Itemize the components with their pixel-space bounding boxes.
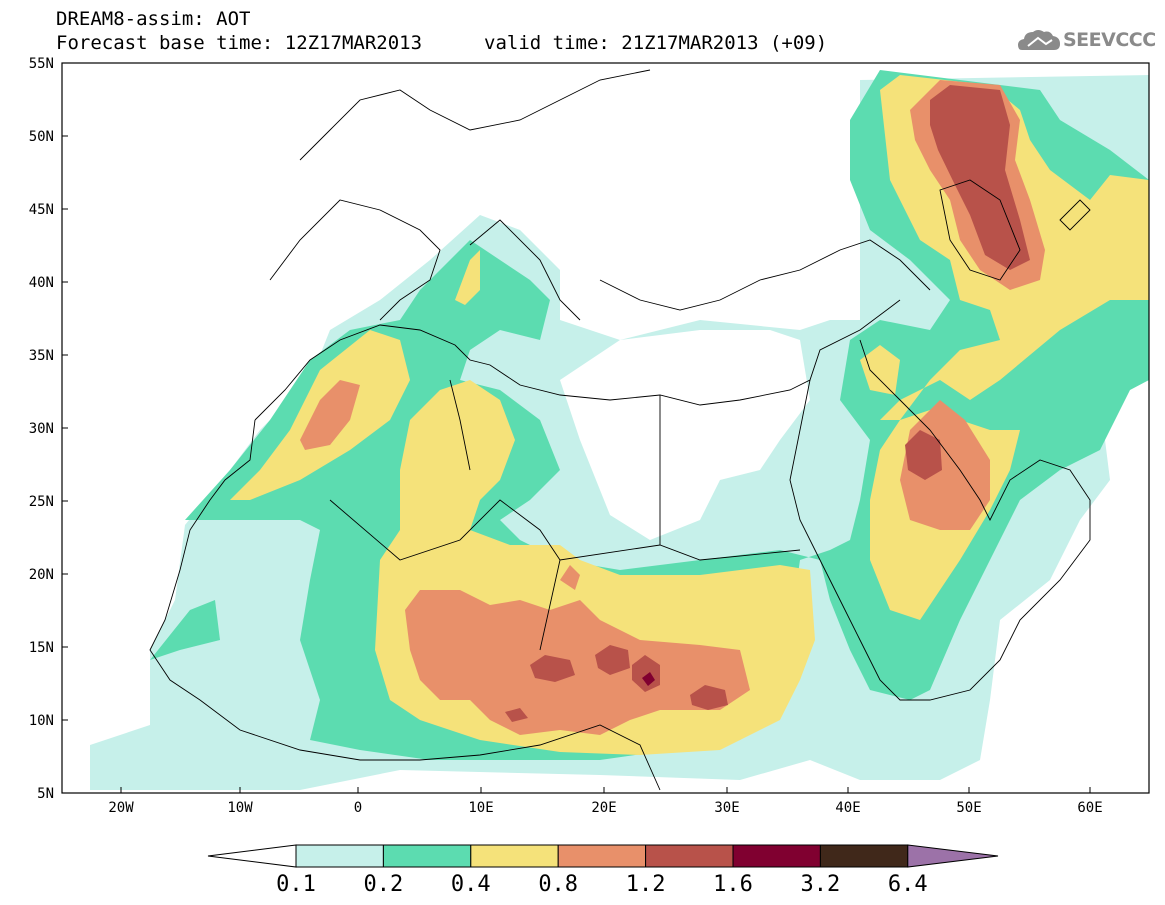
colorbar-bin: [820, 845, 907, 867]
colorbar-label: 0.4: [451, 872, 491, 897]
lon-tick-label: 30E: [714, 800, 739, 816]
colorbar-bin: [383, 845, 470, 867]
lon-tick-label: 0: [354, 800, 362, 816]
colorbar: [208, 845, 998, 867]
colorbar-label: 0.1: [276, 872, 316, 897]
aot-map: 20W 10W 0 10E 20E 30E 40E 50E 60E 5N 10N 15N 20N 25N…: [0, 0, 1165, 905]
colorbar-high-arrow: [908, 845, 998, 867]
colorbar-bin: [558, 845, 645, 867]
lon-tick-label: 20E: [591, 800, 616, 816]
lon-tick-label: 20W: [108, 800, 134, 816]
lon-tick-label: 10W: [227, 800, 253, 816]
colorbar-bin: [471, 845, 558, 867]
latitude-labels: 5N 10N 15N 20N 25N 30N 35N 40N 45N 50N 55N: [29, 56, 54, 802]
lat-tick-label: 15N: [29, 640, 54, 656]
lat-tick-label: 55N: [29, 56, 54, 72]
colorbar-bin: [733, 845, 820, 867]
colorbar-bin: [296, 845, 383, 867]
lat-tick-label: 45N: [29, 202, 54, 218]
colorbar-label: 6.4: [888, 872, 928, 897]
lat-tick-label: 10N: [29, 713, 54, 729]
lon-tick-label: 50E: [956, 800, 981, 816]
colorbar-label: 0.2: [364, 872, 404, 897]
lat-tick-label: 40N: [29, 275, 54, 291]
colorbar-label: 3.2: [801, 872, 841, 897]
colorbar-bin: [646, 845, 733, 867]
colorbar-label: 1.2: [626, 872, 666, 897]
lon-tick-label: 60E: [1077, 800, 1102, 816]
lat-tick-label: 5N: [37, 786, 54, 802]
lon-tick-label: 10E: [468, 800, 493, 816]
lat-tick-label: 25N: [29, 494, 54, 510]
colorbar-low-arrow: [208, 845, 296, 867]
lat-tick-label: 20N: [29, 567, 54, 583]
lat-tick-label: 50N: [29, 129, 54, 145]
longitude-labels: 20W 10W 0 10E 20E 30E 40E 50E 60E: [108, 800, 1102, 816]
lat-tick-label: 30N: [29, 421, 54, 437]
colorbar-label: 0.8: [538, 872, 578, 897]
lat-tick-label: 35N: [29, 348, 54, 364]
colorbar-label: 1.6: [713, 872, 753, 897]
lon-tick-label: 40E: [835, 800, 860, 816]
